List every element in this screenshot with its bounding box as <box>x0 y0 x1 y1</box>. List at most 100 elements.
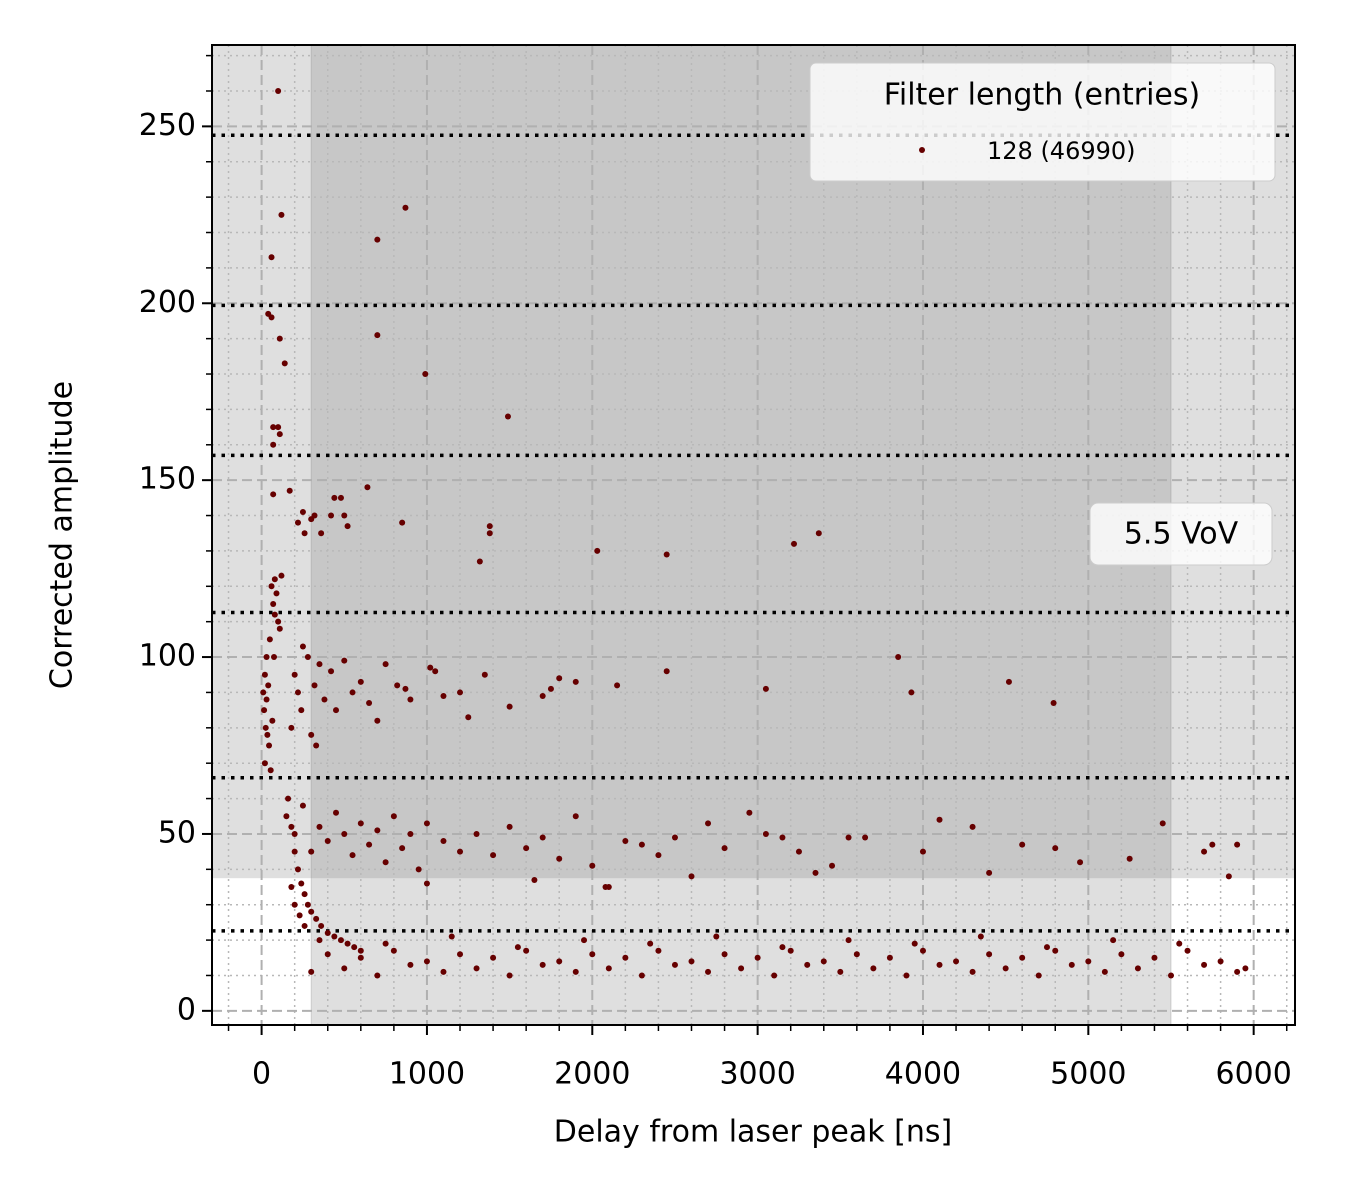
data-point <box>465 714 472 721</box>
data-point <box>1225 873 1232 880</box>
data-point <box>324 930 331 937</box>
data-point <box>671 834 678 841</box>
data-point <box>688 958 695 965</box>
data-point <box>333 809 340 816</box>
data-point <box>1068 961 1075 968</box>
data-point <box>1209 841 1216 848</box>
data-point <box>953 958 960 965</box>
data-point <box>276 625 283 632</box>
data-point <box>1217 958 1224 965</box>
data-point <box>506 972 513 979</box>
data-point <box>936 816 943 823</box>
data-point <box>276 335 283 342</box>
data-point <box>268 254 275 261</box>
data-point <box>1005 678 1012 685</box>
data-point <box>341 830 348 837</box>
data-point <box>260 689 267 696</box>
y-tick-label: 50 <box>158 815 196 850</box>
data-point <box>845 834 852 841</box>
data-point <box>374 827 381 834</box>
data-point <box>721 951 728 958</box>
x-tick-label: 4000 <box>885 1057 961 1092</box>
y-tick-label: 200 <box>139 285 196 320</box>
data-point <box>402 204 409 211</box>
data-point <box>1043 944 1050 951</box>
data-point <box>390 813 397 820</box>
axes-frame <box>211 44 1296 1026</box>
data-point <box>862 834 869 841</box>
data-point <box>261 707 268 714</box>
data-point <box>308 731 315 738</box>
data-point <box>473 830 480 837</box>
data-point <box>1126 855 1133 862</box>
data-point <box>341 965 348 972</box>
data-point <box>804 961 811 968</box>
data-point <box>273 590 280 597</box>
data-point <box>382 940 389 947</box>
y-tick-label: 100 <box>139 639 196 674</box>
data-point <box>328 668 335 675</box>
data-point <box>506 703 513 710</box>
data-point <box>288 823 295 830</box>
data-point <box>486 523 493 530</box>
data-point <box>333 707 340 714</box>
data-point <box>1077 859 1084 866</box>
data-point <box>845 937 852 944</box>
annotation-box <box>1089 502 1273 566</box>
data-point <box>283 813 290 820</box>
data-point <box>1052 845 1059 852</box>
data-point <box>539 692 546 699</box>
data-point <box>337 494 344 501</box>
data-point <box>321 696 328 703</box>
x-tick-label: 3000 <box>719 1057 795 1092</box>
data-point <box>589 862 596 869</box>
data-point <box>504 413 511 420</box>
data-point <box>275 87 282 94</box>
data-point <box>285 795 292 802</box>
data-point <box>262 724 269 731</box>
data-point <box>853 951 860 958</box>
data-point <box>294 519 301 526</box>
data-point <box>278 572 285 579</box>
data-point <box>374 717 381 724</box>
data-point <box>324 951 331 958</box>
data-point <box>1101 968 1108 975</box>
data-point <box>1134 965 1141 972</box>
data-point <box>829 862 836 869</box>
data-point <box>815 530 822 537</box>
data-point <box>1019 841 1026 848</box>
y-tick-label: 0 <box>177 992 196 1027</box>
data-point <box>390 947 397 954</box>
data-point <box>870 965 877 972</box>
data-point <box>423 820 430 827</box>
data-point <box>265 682 272 689</box>
data-point <box>895 654 902 661</box>
data-point <box>308 968 315 975</box>
data-point <box>647 940 654 947</box>
x-tick-label: 6000 <box>1215 1057 1291 1092</box>
data-point <box>357 947 364 954</box>
data-point <box>440 692 447 699</box>
data-point <box>539 834 546 841</box>
data-point <box>638 972 645 979</box>
data-point <box>275 424 282 431</box>
data-point <box>594 547 601 554</box>
data-point <box>324 838 331 845</box>
data-point <box>440 838 447 845</box>
data-point <box>432 668 439 675</box>
data-point <box>547 685 554 692</box>
data-point <box>936 961 943 968</box>
data-point <box>837 968 844 975</box>
data-point <box>294 866 301 873</box>
data-point <box>572 968 579 975</box>
plot-area <box>212 44 1295 1026</box>
data-point <box>316 823 323 830</box>
data-point <box>514 944 521 951</box>
data-point <box>486 530 493 537</box>
x-tick-label: 2000 <box>554 1057 630 1092</box>
data-point <box>1242 965 1249 972</box>
data-point <box>276 431 283 438</box>
annotation: 5.5 VoV <box>1124 517 1239 552</box>
